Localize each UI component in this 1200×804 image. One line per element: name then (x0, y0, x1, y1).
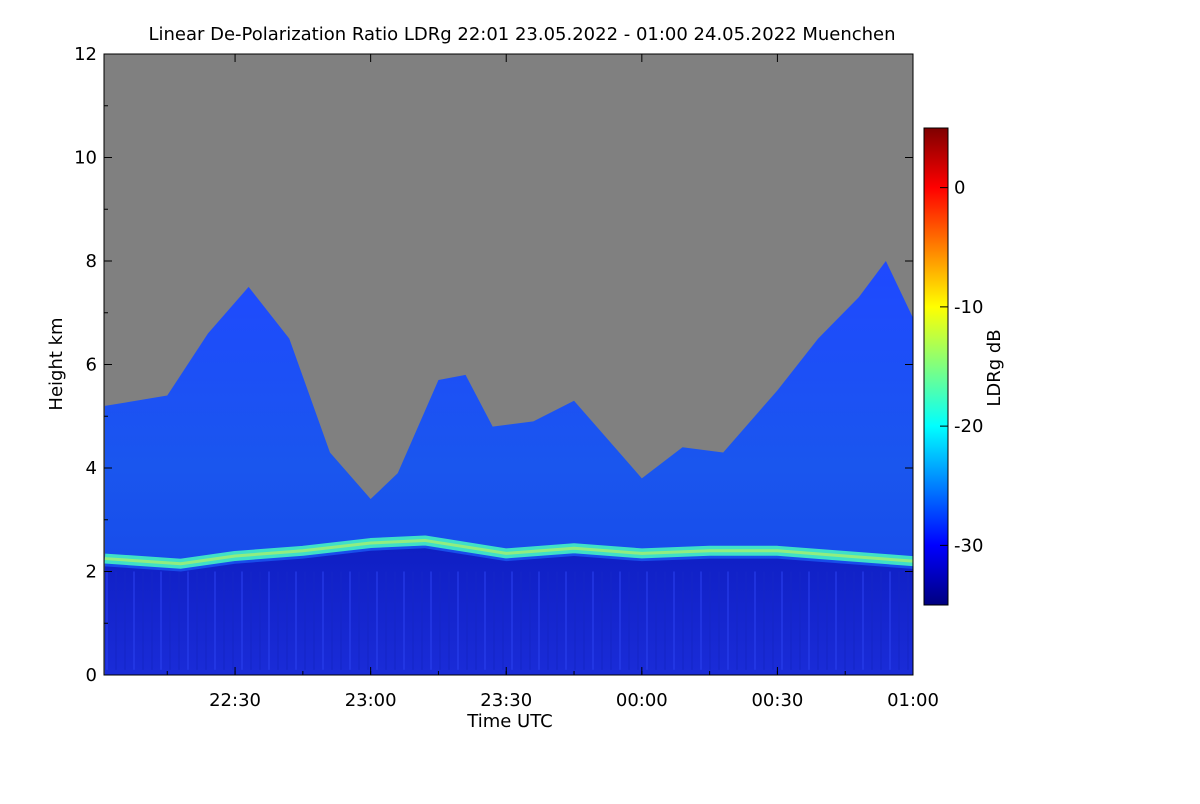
precip-streaks (106, 571, 909, 670)
y-axis-label: Height km (46, 317, 67, 410)
y-tick-label: 2 (86, 562, 97, 583)
x-tick-label: 23:00 (345, 690, 397, 711)
x-axis-label: Time UTC (466, 711, 552, 732)
x-tick-label: 22:30 (209, 690, 261, 711)
y-axis: 0 2 4 6 8 10 12 (74, 44, 913, 686)
y-tick-label: 0 (86, 665, 97, 686)
colorbar-label: LDRg dB (984, 329, 1005, 406)
chart-title: Linear De-Polarization Ratio LDRg 22:01 … (148, 24, 895, 45)
melting-layer-peak (104, 538, 913, 566)
x-tick-label: 00:30 (751, 690, 803, 711)
colorbar-tick-label: -10 (954, 297, 983, 318)
y-tick-label: 10 (74, 148, 97, 169)
y-tick-label: 4 (86, 458, 97, 479)
plot-area (104, 54, 913, 675)
y-tick-label: 12 (74, 44, 97, 65)
x-axis: 22:30 23:00 23:30 00:00 00:30 01:00 (166, 54, 939, 711)
x-tick-label: 00:00 (616, 690, 668, 711)
y-tick-label: 6 (86, 355, 97, 376)
colorbar-tick-label: -20 (954, 416, 983, 437)
x-tick-label: 01:00 (887, 690, 939, 711)
x-tick-label: 23:30 (480, 690, 532, 711)
colorbar-tick-label: -30 (954, 535, 983, 556)
y-tick-label: 8 (86, 251, 97, 272)
colorbar-tick-label: 0 (954, 178, 965, 199)
colorbar (923, 127, 949, 606)
colorbar-ticks: 0 -10 -20 -30 (940, 178, 983, 556)
